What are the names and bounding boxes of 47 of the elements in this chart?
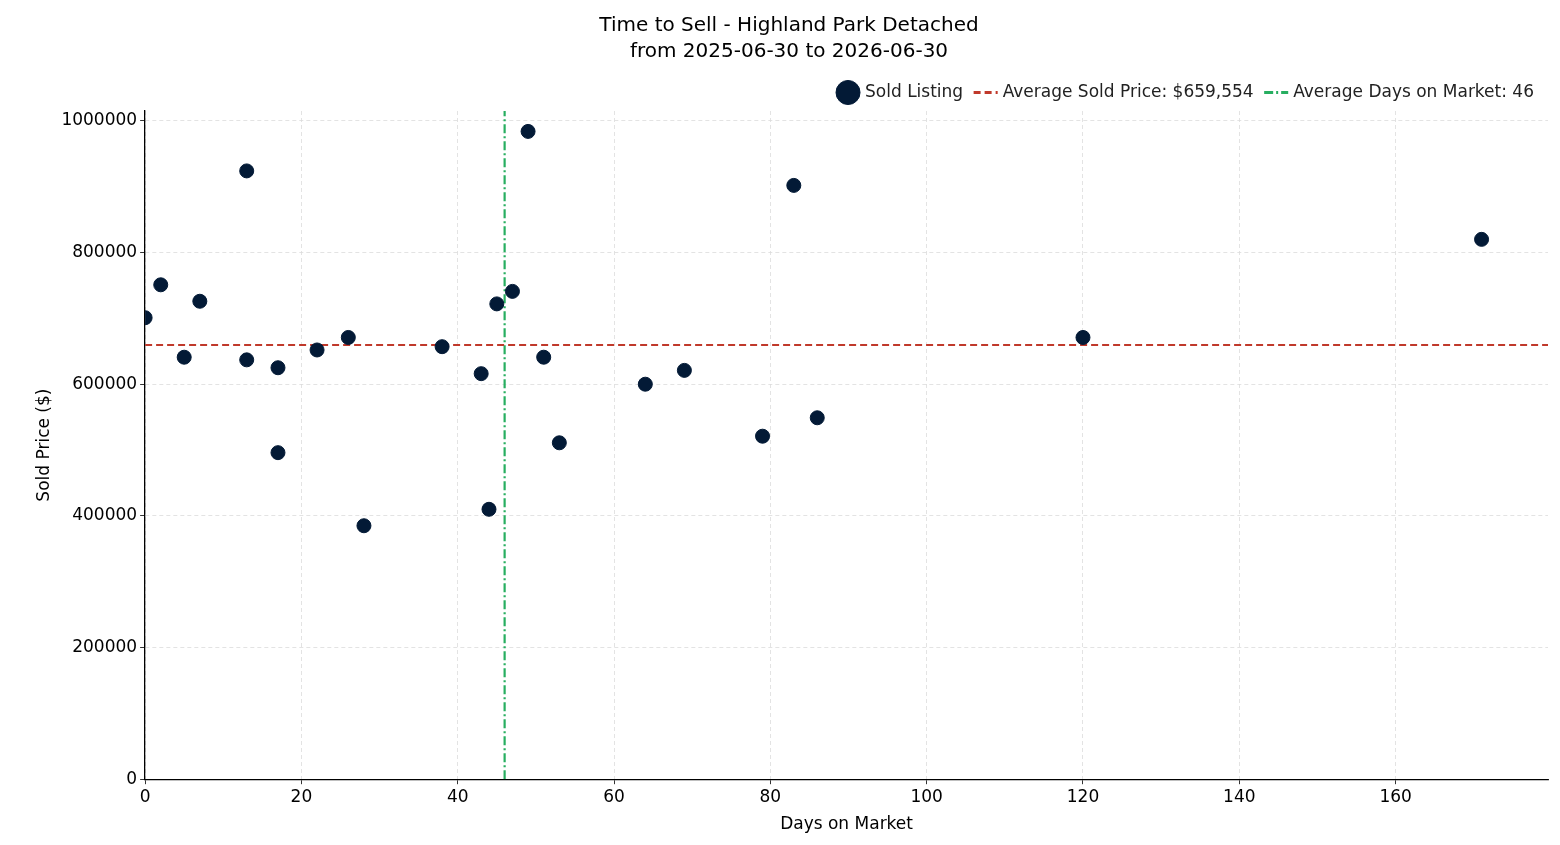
x-axis-title: Days on Market <box>780 813 914 834</box>
y-axis-title: Sold Price ($) <box>32 388 53 502</box>
point <box>676 362 692 378</box>
x-tick-label: 80 <box>759 785 782 806</box>
point <box>536 349 552 365</box>
point <box>520 123 536 139</box>
legend-label: Average Sold Price: $659,554 <box>1002 80 1254 101</box>
x-tick-label: 60 <box>603 785 625 806</box>
point <box>434 339 450 355</box>
y-tick-label: 400000 <box>72 504 138 525</box>
point <box>239 163 255 179</box>
point <box>551 435 567 451</box>
point <box>176 349 192 365</box>
point <box>153 277 169 293</box>
point <box>489 296 505 312</box>
y-tick-label: 200000 <box>72 635 138 656</box>
chart-subtitle: from 2025-06-30 to 2026-06-30 <box>629 38 949 63</box>
point <box>356 518 372 534</box>
point <box>637 376 653 392</box>
point <box>481 501 497 517</box>
y-tick-label: 600000 <box>72 372 138 393</box>
y-tick-label: 1000000 <box>61 109 138 130</box>
y-tick-label: 800000 <box>72 240 138 261</box>
x-tick-label: 160 <box>1379 785 1412 806</box>
point <box>309 342 325 358</box>
point <box>239 352 255 368</box>
point <box>270 360 286 376</box>
chart-title: Time to Sell - Highland Park Detached <box>598 12 979 37</box>
x-tick-label: 20 <box>290 785 313 806</box>
point <box>755 428 771 444</box>
legend-label: Sold Listing <box>865 80 964 101</box>
point <box>504 283 520 299</box>
x-tick-label: 100 <box>910 785 943 806</box>
legend-label: Average Days on Market: 46 <box>1293 80 1535 101</box>
x-tick-label: 140 <box>1223 785 1256 806</box>
point <box>340 329 356 345</box>
x-tick-label: 120 <box>1066 785 1100 806</box>
x-tick-label: 0 <box>139 785 151 806</box>
point <box>786 177 802 193</box>
x-tick-label: 40 <box>446 785 469 806</box>
y-tick-label: 0 <box>126 767 138 788</box>
point <box>192 293 208 309</box>
point <box>1474 231 1490 247</box>
point <box>270 445 286 461</box>
point <box>473 366 489 382</box>
point <box>1075 329 1091 345</box>
point <box>809 410 825 426</box>
